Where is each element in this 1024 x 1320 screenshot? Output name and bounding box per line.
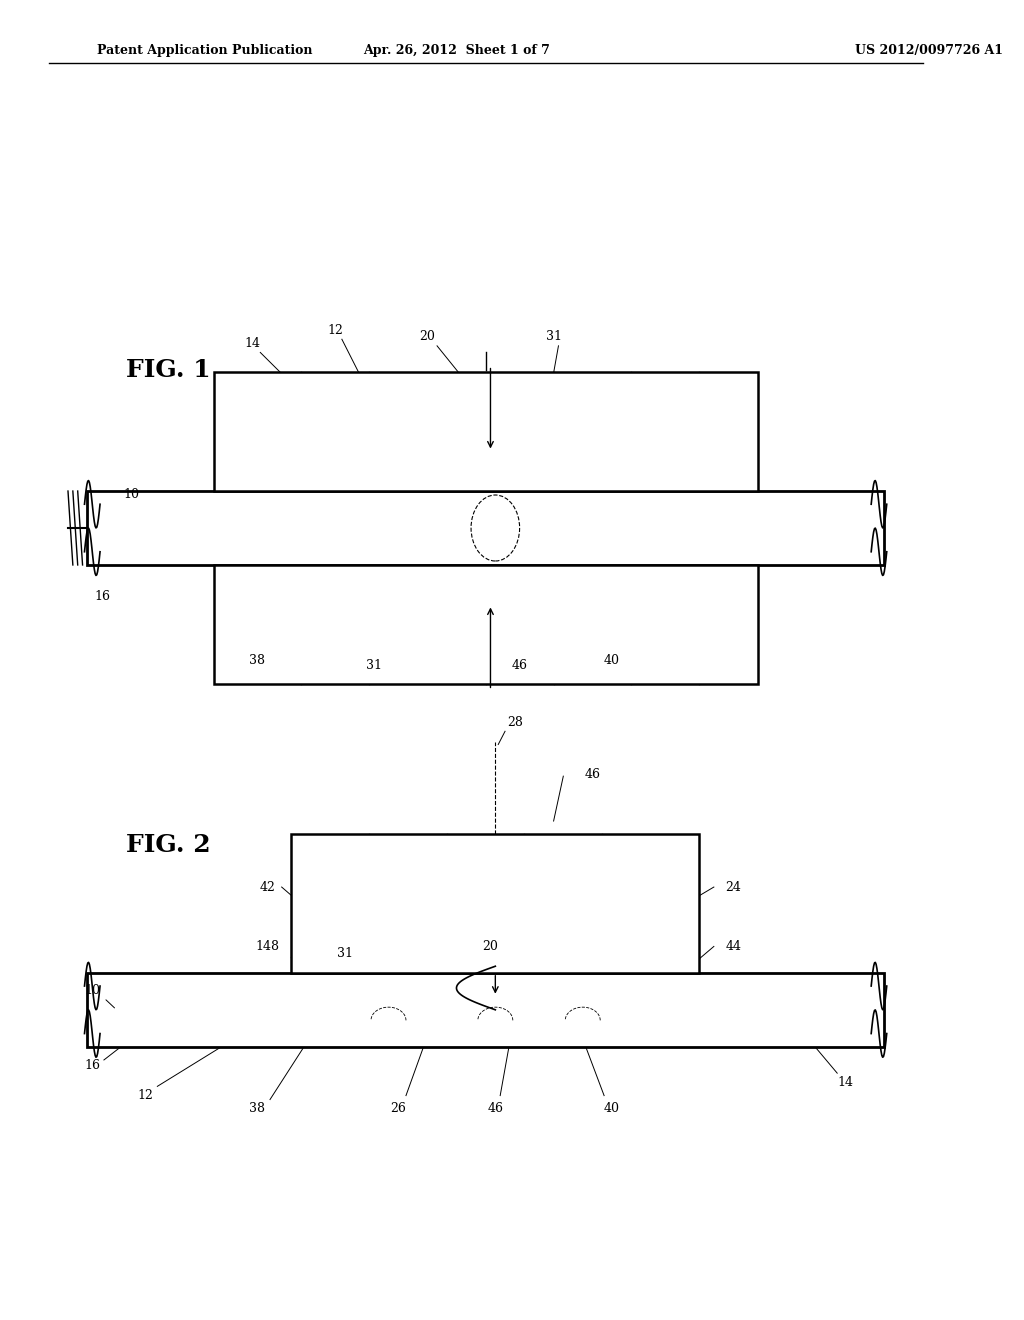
- Text: 20: 20: [420, 330, 435, 343]
- Bar: [554, 379, 632, 484]
- Text: 46: 46: [585, 768, 600, 781]
- Text: 31: 31: [337, 946, 353, 960]
- Text: US 2012/0097726 A1: US 2012/0097726 A1: [855, 44, 1002, 57]
- Bar: [87, 973, 884, 1047]
- Text: FIG. 2: FIG. 2: [126, 833, 211, 857]
- Text: 12: 12: [327, 323, 343, 337]
- Text: 14: 14: [245, 337, 260, 350]
- Text: 46: 46: [487, 1102, 504, 1115]
- Text: 38: 38: [250, 653, 265, 667]
- Bar: [554, 572, 632, 677]
- Text: 24: 24: [725, 880, 741, 894]
- Bar: [87, 491, 884, 565]
- Text: 20: 20: [482, 940, 499, 953]
- Bar: [301, 379, 369, 484]
- Text: Apr. 26, 2012  Sheet 1 of 7: Apr. 26, 2012 Sheet 1 of 7: [364, 44, 550, 57]
- Text: 38: 38: [250, 1102, 265, 1115]
- Text: 31: 31: [366, 659, 382, 672]
- Text: 10: 10: [84, 983, 100, 997]
- Text: 40: 40: [604, 1102, 620, 1115]
- Bar: [301, 572, 369, 677]
- Text: 26: 26: [390, 1102, 407, 1115]
- Text: FIG. 1: FIG. 1: [126, 358, 211, 381]
- Text: 28: 28: [507, 715, 522, 729]
- Text: 148: 148: [255, 940, 280, 953]
- Text: 14: 14: [837, 1076, 853, 1089]
- Bar: [292, 834, 699, 973]
- Text: 10: 10: [123, 488, 139, 502]
- Bar: [214, 372, 758, 491]
- Text: 16: 16: [84, 1059, 100, 1072]
- Text: 12: 12: [138, 1089, 154, 1102]
- Text: 16: 16: [94, 590, 110, 603]
- Text: 44: 44: [725, 940, 741, 953]
- Bar: [214, 565, 758, 684]
- Text: 31: 31: [546, 330, 561, 343]
- Text: 40: 40: [604, 653, 620, 667]
- Text: 42: 42: [259, 880, 275, 894]
- Text: Patent Application Publication: Patent Application Publication: [97, 44, 312, 57]
- Text: 46: 46: [512, 659, 527, 672]
